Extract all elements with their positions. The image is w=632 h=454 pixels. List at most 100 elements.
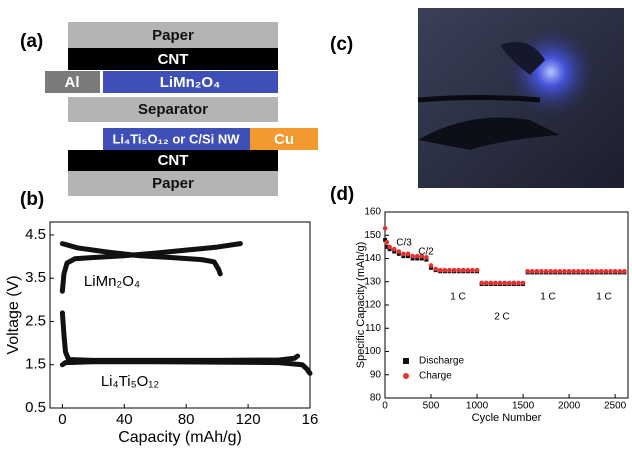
y-axis-label: Specific Capacity (mAh/g) (355, 242, 367, 369)
y-tick-label: 4.5 (25, 226, 46, 243)
layer-label: CNT (158, 152, 189, 169)
annotation: Li₄Ti₅O₁₂ (101, 373, 160, 390)
point (385, 240, 390, 245)
point (594, 269, 599, 274)
legend-marker (403, 373, 409, 379)
point (401, 252, 406, 257)
point (530, 269, 535, 274)
y-tick-label: 90 (370, 369, 382, 380)
point (548, 269, 553, 274)
point (479, 281, 484, 286)
annotation: C/3 (396, 238, 412, 249)
layer-label: Separator (138, 101, 208, 118)
point (622, 269, 627, 274)
point (507, 281, 512, 286)
point (617, 269, 622, 274)
point (475, 268, 480, 273)
x-axis-label: Cycle Number (472, 412, 542, 424)
point (585, 269, 590, 274)
point (613, 269, 618, 274)
curve (62, 313, 297, 361)
point (599, 269, 604, 274)
y-axis-label: Voltage (V) (5, 275, 22, 354)
point (590, 269, 595, 274)
point (562, 269, 567, 274)
point (484, 281, 489, 286)
point (466, 268, 471, 273)
point (406, 252, 411, 257)
point (498, 281, 503, 286)
legend-marker (403, 358, 409, 364)
point (571, 269, 576, 274)
x-tick-label: 2000 (558, 401, 581, 412)
panel-label: (c) (330, 34, 353, 55)
point (456, 268, 461, 273)
x-tick-label: 16 (302, 411, 319, 428)
annotation: 1 C (596, 292, 612, 303)
y-tick-label: 1.5 (25, 356, 46, 373)
y-tick-label: 0.5 (25, 399, 46, 416)
annotation: C/2 (418, 247, 434, 258)
point (410, 254, 415, 259)
photo-led-glow (503, 24, 599, 120)
point (516, 281, 521, 286)
layer-label: LiMn₂O₄ (160, 74, 220, 91)
y-tick-label: 3.5 (25, 269, 46, 286)
x-tick-label: 0 (382, 401, 388, 412)
layer-label: Paper (152, 175, 194, 192)
y-tick-label: 160 (364, 207, 381, 218)
x-tick-label: 2500 (604, 401, 627, 412)
point (604, 269, 609, 274)
point (521, 281, 526, 286)
point (567, 269, 572, 274)
x-tick-label: 0 (58, 411, 66, 428)
point (387, 245, 392, 250)
point (443, 268, 448, 273)
point (553, 269, 558, 274)
legend-label: Charge (419, 371, 452, 382)
layer-label: Paper (152, 27, 194, 44)
point (429, 263, 434, 268)
x-tick-label: 1000 (466, 401, 489, 412)
x-tick-label: 500 (423, 401, 440, 412)
curve (62, 362, 310, 374)
point (608, 269, 613, 274)
x-axis-label: Capacity (mAh/g) (118, 429, 242, 446)
point (452, 268, 457, 273)
point (383, 226, 388, 231)
annotation: 1 C (450, 292, 466, 303)
panel-label: (d) (330, 184, 354, 205)
point (581, 269, 586, 274)
point (558, 269, 563, 274)
point (512, 281, 517, 286)
panel-label: (a) (20, 31, 43, 52)
point (502, 281, 507, 286)
point (447, 268, 452, 273)
panel-label: (b) (20, 189, 44, 210)
figure: (a) Paper CNT Al LiMn₂O₄ Separator Li₄Ti… (0, 0, 632, 454)
point (576, 269, 581, 274)
point (433, 267, 438, 272)
layer-label: Al (65, 74, 80, 91)
x-tick-label: 80 (178, 411, 195, 428)
x-tick-label: 1500 (512, 401, 535, 412)
annotation: 2 C (494, 312, 510, 323)
legend-label: Discharge (419, 356, 464, 367)
x-tick-label: 40 (116, 411, 133, 428)
y-tick-label: 80 (370, 393, 382, 404)
point (461, 268, 466, 273)
point (489, 281, 494, 286)
layer-label: CNT (158, 51, 189, 68)
point (535, 269, 540, 274)
point (470, 268, 475, 273)
point (397, 249, 402, 254)
point (438, 268, 443, 273)
annotation: LiMn₂O₄ (84, 273, 140, 290)
y-tick-label: 150 (364, 230, 381, 241)
x-tick-label: 120 (236, 411, 261, 428)
point (493, 281, 498, 286)
y-tick-label: 110 (365, 323, 381, 334)
annotation: 1 C (540, 292, 556, 303)
layer-label: Cu (274, 131, 294, 148)
photo-wire (418, 98, 540, 101)
